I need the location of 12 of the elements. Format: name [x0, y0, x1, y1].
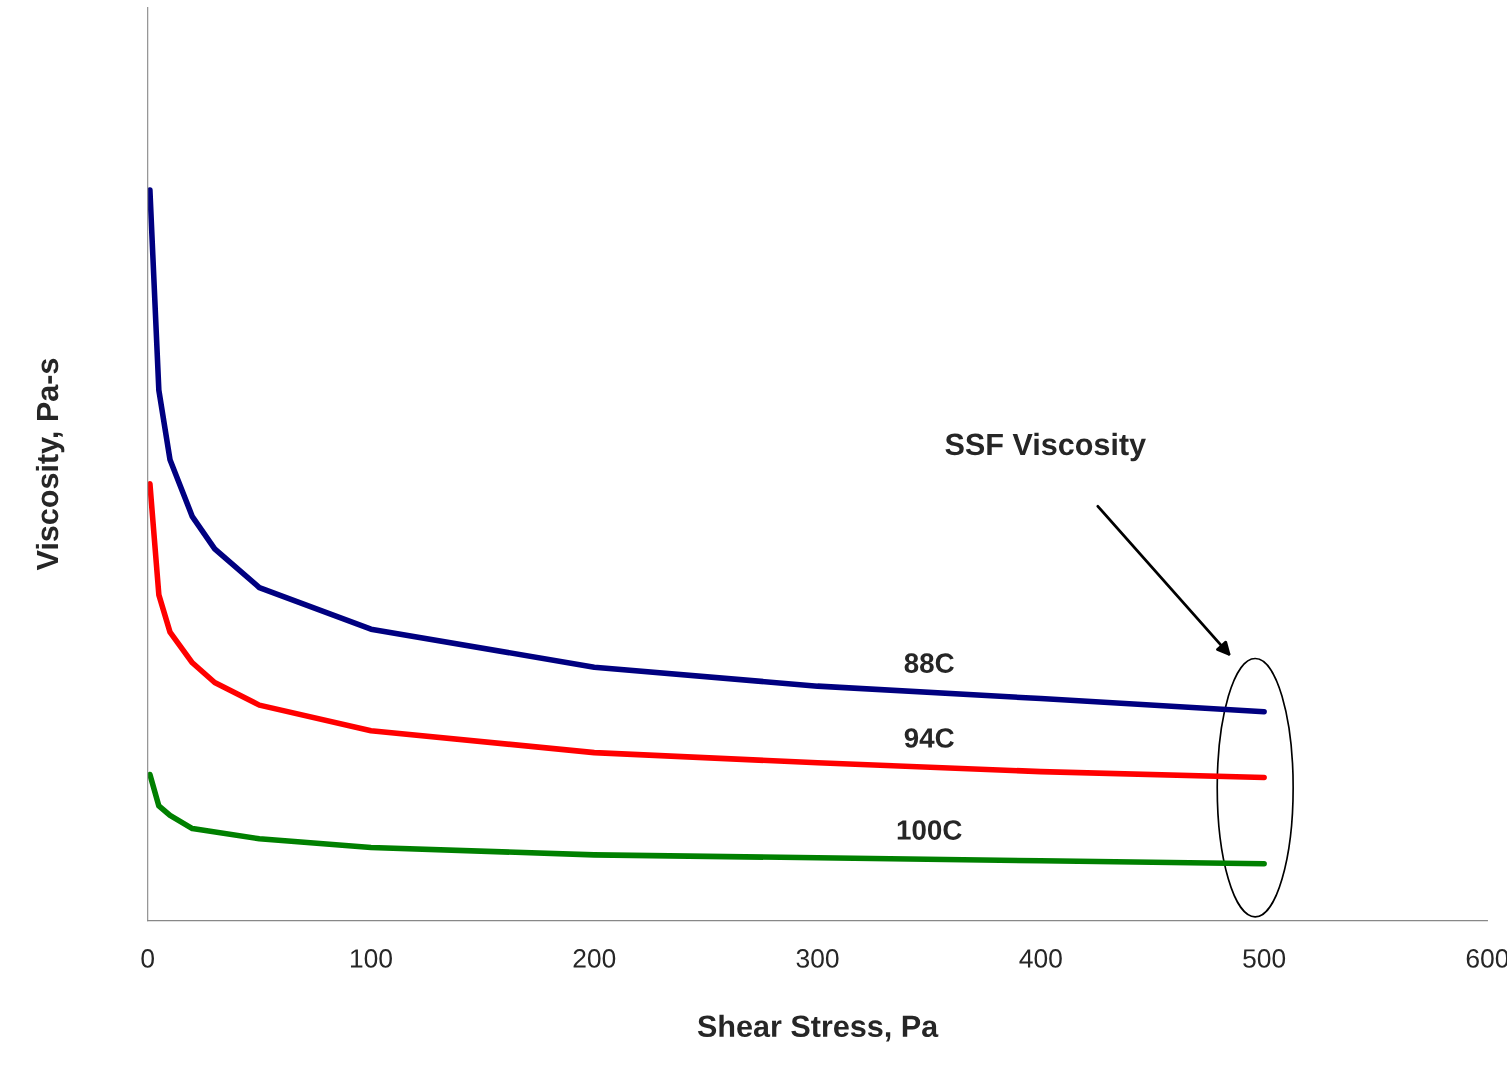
y-axis-title: Viscosity, Pa-s: [35, 358, 65, 571]
series-label: 88C: [904, 653, 954, 673]
x-tick-label: 500: [1243, 949, 1286, 968]
x-tick-label: 0: [141, 949, 154, 968]
x-axis-title: Shear Stress, Pa: [697, 1014, 939, 1042]
x-tick-label: 400: [1019, 949, 1062, 968]
annotation: SSF Viscosity: [945, 432, 1146, 462]
series-label: 94C: [904, 728, 954, 748]
series-label: 100C: [897, 820, 962, 840]
x-tick-label: 300: [796, 949, 839, 968]
x-tick-label: 200: [573, 949, 616, 968]
x-tick-label: 100: [350, 949, 392, 968]
